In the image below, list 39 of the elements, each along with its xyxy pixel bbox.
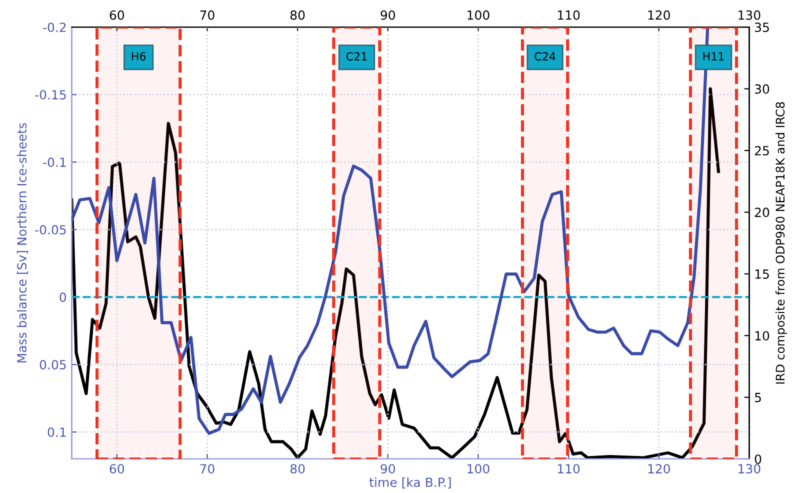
x2-tick-label: 80 [290,10,305,20]
x2-tick-label: 60 [110,10,124,20]
y2-tick-label: 25 [754,146,769,156]
y2-tick-label: 30 [754,84,770,94]
band-label: H6 [132,52,146,61]
y2-tick-label: 20 [754,208,770,218]
x2-tick-label: 100 [468,10,490,20]
y2-tick-label: 15 [755,270,769,279]
band-label: C21 [346,52,367,61]
x-tick-label: 60 [110,464,124,474]
x-tick-label: 120 [648,464,670,474]
y-tick-label: 0.05 [40,360,66,370]
y-tick-label: -0.2 [43,22,66,32]
x-axis-title: time [ka B.P.] [369,477,451,488]
y-tick-label: -0.15 [35,90,66,100]
x-tick-label: 80 [290,464,305,474]
y-axis-title: Mass balance [Sv] Northern Ice-sheets [16,123,28,362]
line-series [72,87,720,459]
x2-tick-label: 70 [200,10,214,20]
x2-tick-label: 110 [558,10,580,20]
x2-tick-label: 90 [380,10,395,20]
band-label: H11 [703,52,724,60]
x-tick-label: 110 [558,464,580,474]
x-tick-label: 90 [380,464,395,474]
y-tick-label: 0.1 [48,427,66,437]
y-tick-label: -0.1 [43,158,66,167]
y2-tick-label: 35 [754,22,769,32]
y2-tick-label: 10 [755,331,770,341]
x-tick-label: 130 [738,464,760,474]
y-tick-label: -0.05 [35,225,66,234]
y2-tick-label: 5 [755,392,761,402]
band-label: C24 [534,52,556,61]
x2-tick-label: 120 [648,10,670,20]
y2-axis-title: IRD composite from ODP980 NEAP18K and IRC8 [776,102,787,384]
x-tick-label: 70 [200,464,214,474]
x-tick-label: 100 [468,464,490,474]
y-tick-label: 0 [60,292,66,302]
x2-tick-label: 130 [738,10,760,20]
y2-tick-label: 0 [754,454,762,464]
